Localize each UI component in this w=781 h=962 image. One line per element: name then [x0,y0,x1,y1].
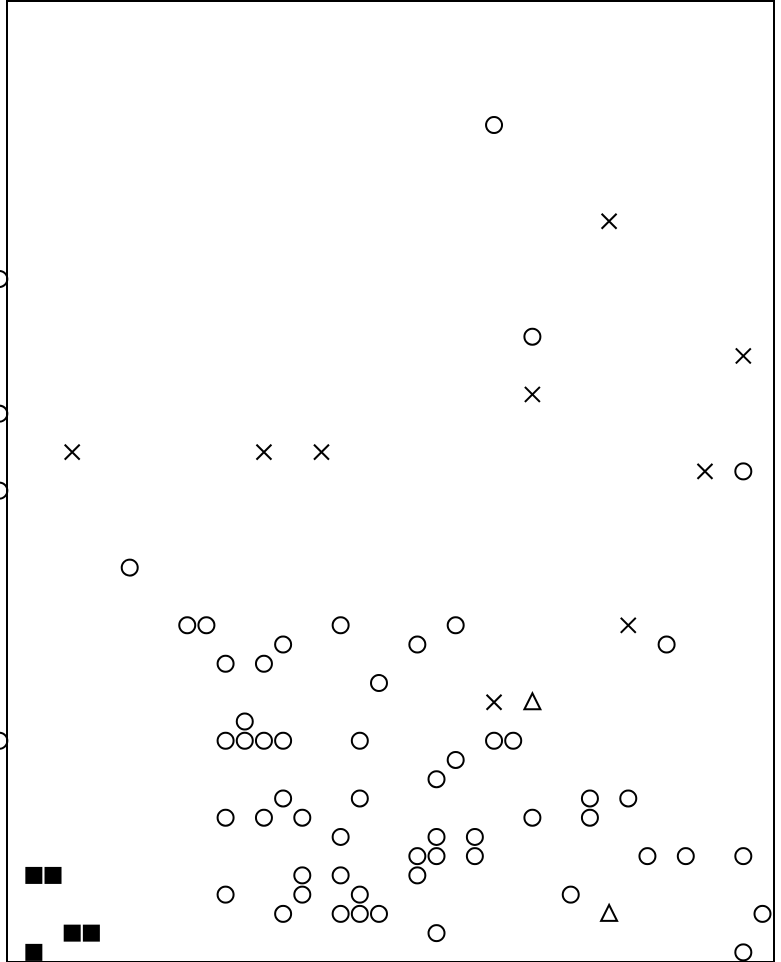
circle-point [657,635,676,654]
cross-point [696,463,714,480]
circle-point [676,847,695,866]
circle-point [274,904,293,923]
circle-point [446,616,465,635]
circle-point [331,616,350,635]
circle-point [753,904,772,923]
circle-point [408,635,427,654]
circle-point [293,885,312,904]
circle-point [254,731,273,750]
circle-point [235,731,254,750]
square-point [25,943,43,961]
circle-point [331,827,350,846]
circle-point [120,558,139,577]
square-point [63,924,81,942]
circle-point [734,847,753,866]
circle-point [504,731,523,750]
circle-point [485,731,504,750]
circle-point [274,789,293,808]
circle-point [369,674,388,693]
cross-point [600,213,618,230]
circle-point [216,654,235,673]
cross-point [63,443,81,461]
circle-point [369,904,388,923]
circle-point [254,654,273,673]
circle-point [408,847,427,866]
circle-point [293,808,312,827]
circle-point [331,904,350,923]
circle-point [734,462,753,481]
circle-point [638,847,657,866]
square-point [25,866,43,884]
triangle-point [599,902,619,922]
circle-point [427,847,446,866]
circle-point [235,712,254,731]
circle-point [274,635,293,654]
circle-point [293,866,312,885]
circle-point [523,808,542,827]
circle-point [350,731,369,750]
cross-point [620,617,637,634]
scatter-marks [0,116,772,962]
circle-point [0,270,9,288]
circle-point [734,943,753,962]
plot-frame [6,0,775,962]
circle-point [561,885,580,904]
cross-point [735,347,752,365]
circle-point [216,731,235,750]
circle-point [0,481,9,500]
circle-point [523,327,542,346]
circle-point [197,616,216,635]
circle-point [465,827,484,846]
circle-point [465,847,484,866]
circle-point [178,616,197,635]
square-point [44,866,62,884]
circle-point [427,770,446,789]
circle-point [350,885,369,904]
circle-point [0,404,9,423]
circle-point [580,808,599,827]
circle-point [427,924,446,943]
circle-point [619,789,638,808]
circle-point [350,789,369,808]
circle-point [216,808,235,827]
circle-point [0,731,9,750]
cross-point [255,443,273,461]
circle-point [408,866,427,885]
circle-point [580,789,599,808]
circle-point [331,866,350,885]
cross-point [485,694,503,711]
cross-point [524,386,541,403]
circle-point [427,827,446,846]
circle-point [485,116,504,135]
circle-point [446,750,465,769]
triangle-point [522,691,543,711]
circle-point [216,885,235,904]
square-point [82,924,100,942]
circle-point [350,904,369,923]
circle-point [254,808,273,827]
cross-point [313,443,330,461]
circle-point [274,731,293,750]
